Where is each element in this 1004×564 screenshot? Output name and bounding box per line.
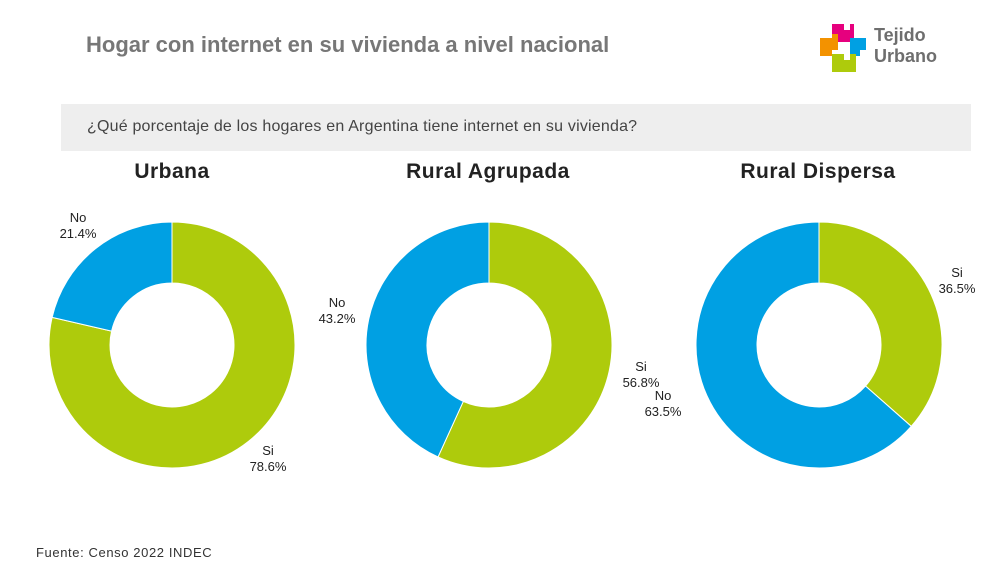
donut-slice-2-si (818, 221, 943, 428)
question-banner: ¿Qué porcentaje de los hogares en Argent… (61, 104, 971, 151)
chart-title-rural-agrupada: Rural Agrupada (406, 160, 570, 183)
chart-title-urbana: Urbana (134, 160, 210, 183)
puzzle-logo-icon (820, 24, 866, 72)
donut-slice-0-si (48, 221, 296, 469)
logo-line-1: Tejido (874, 25, 926, 45)
donut-slice-1-no (365, 221, 490, 458)
logo-line-2: Urbano (874, 46, 937, 66)
donut-slice-0-no (51, 221, 173, 332)
slice-label-2-no: No 63.5% (645, 388, 682, 419)
slice-label-0-no: No 21.4% (60, 210, 97, 241)
donut-slice-2-no (695, 221, 912, 469)
question-text: ¿Qué porcentaje de los hogares en Argent… (87, 118, 638, 135)
tejido-urbano-logo: Tejido Urbano (818, 20, 968, 76)
slice-label-1-si: Si 56.8% (623, 359, 660, 390)
slice-label-1-no: No 43.2% (319, 295, 356, 326)
logo-wordmark: Tejido Urbano (874, 25, 937, 67)
page-title: Hogar con internet en su vivienda a nive… (86, 32, 610, 57)
slice-label-2-si: Si 36.5% (939, 265, 976, 296)
source-note: Fuente: Censo 2022 INDEC (36, 545, 213, 560)
slice-label-0-si: Si 78.6% (250, 443, 287, 474)
donut-slice-1-si (437, 221, 613, 469)
chart-title-rural-dispersa: Rural Dispersa (740, 160, 896, 183)
